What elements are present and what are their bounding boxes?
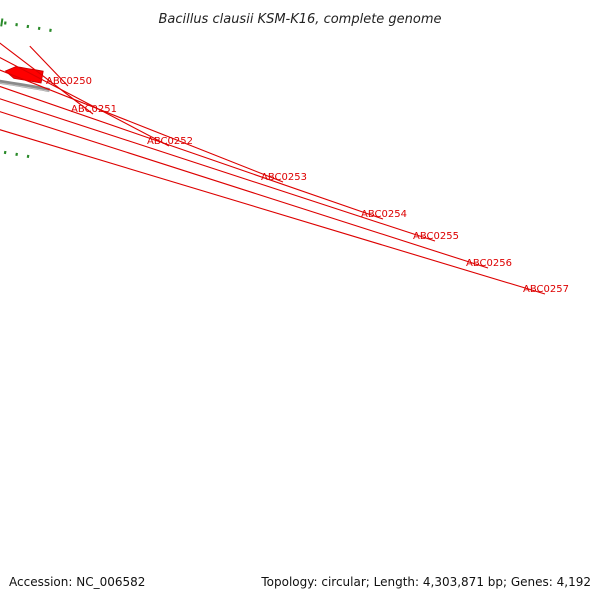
tick-track-outer	[0, 18, 52, 32]
cds-track	[4, 66, 44, 84]
tick-track-inner	[3, 150, 30, 158]
tick-minor-inner	[26, 154, 30, 158]
gene-leader-line	[0, 69, 284, 183]
tick-minor-outer	[49, 28, 52, 32]
gene-label: ABC0251	[71, 104, 117, 115]
tick-minor-inner	[15, 152, 18, 156]
gene-labels: ABC0250 ABC0251 ABC0252 ABC0253 ABC0254 ABC02…	[0, 42, 569, 295]
cds-arrow	[4, 66, 44, 84]
accession-text: Accession: NC_006582	[9, 575, 145, 589]
gene-leader-line	[0, 111, 489, 269]
tick-minor-inner	[3, 150, 7, 155]
gene-leader-line	[0, 56, 170, 147]
gene-label: ABC0256	[466, 258, 512, 269]
gene-leader-line	[0, 129, 546, 295]
gene-label: ABC0253	[261, 172, 307, 183]
gene-leader-line	[29, 45, 69, 87]
tick-minor-outer	[37, 26, 41, 30]
gene-leader-line	[0, 42, 94, 115]
gene-label: ABC0252	[147, 136, 193, 147]
tick-major-outer	[0, 18, 4, 27]
gene-label: ABC0250	[46, 76, 92, 87]
gene-leader-line	[0, 85, 384, 220]
summary-text: Topology: circular; Length: 4,303,871 bp…	[260, 575, 591, 589]
map-title: Bacillus clausii KSM-K16, complete genom…	[158, 12, 441, 27]
gene-label: ABC0254	[361, 209, 407, 220]
gene-label: ABC0257	[523, 284, 569, 295]
gene-label: ABC0255	[413, 231, 459, 242]
gene-leader-line	[0, 98, 436, 242]
tick-minor-outer	[26, 24, 30, 29]
